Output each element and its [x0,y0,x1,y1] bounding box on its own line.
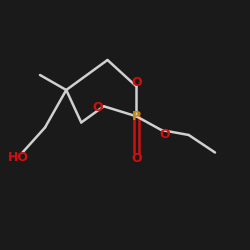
Text: O: O [159,128,170,141]
Text: P: P [132,110,141,123]
Text: O: O [132,76,142,88]
Text: HO: HO [8,151,29,164]
Text: O: O [131,152,141,164]
Text: O: O [92,101,103,114]
